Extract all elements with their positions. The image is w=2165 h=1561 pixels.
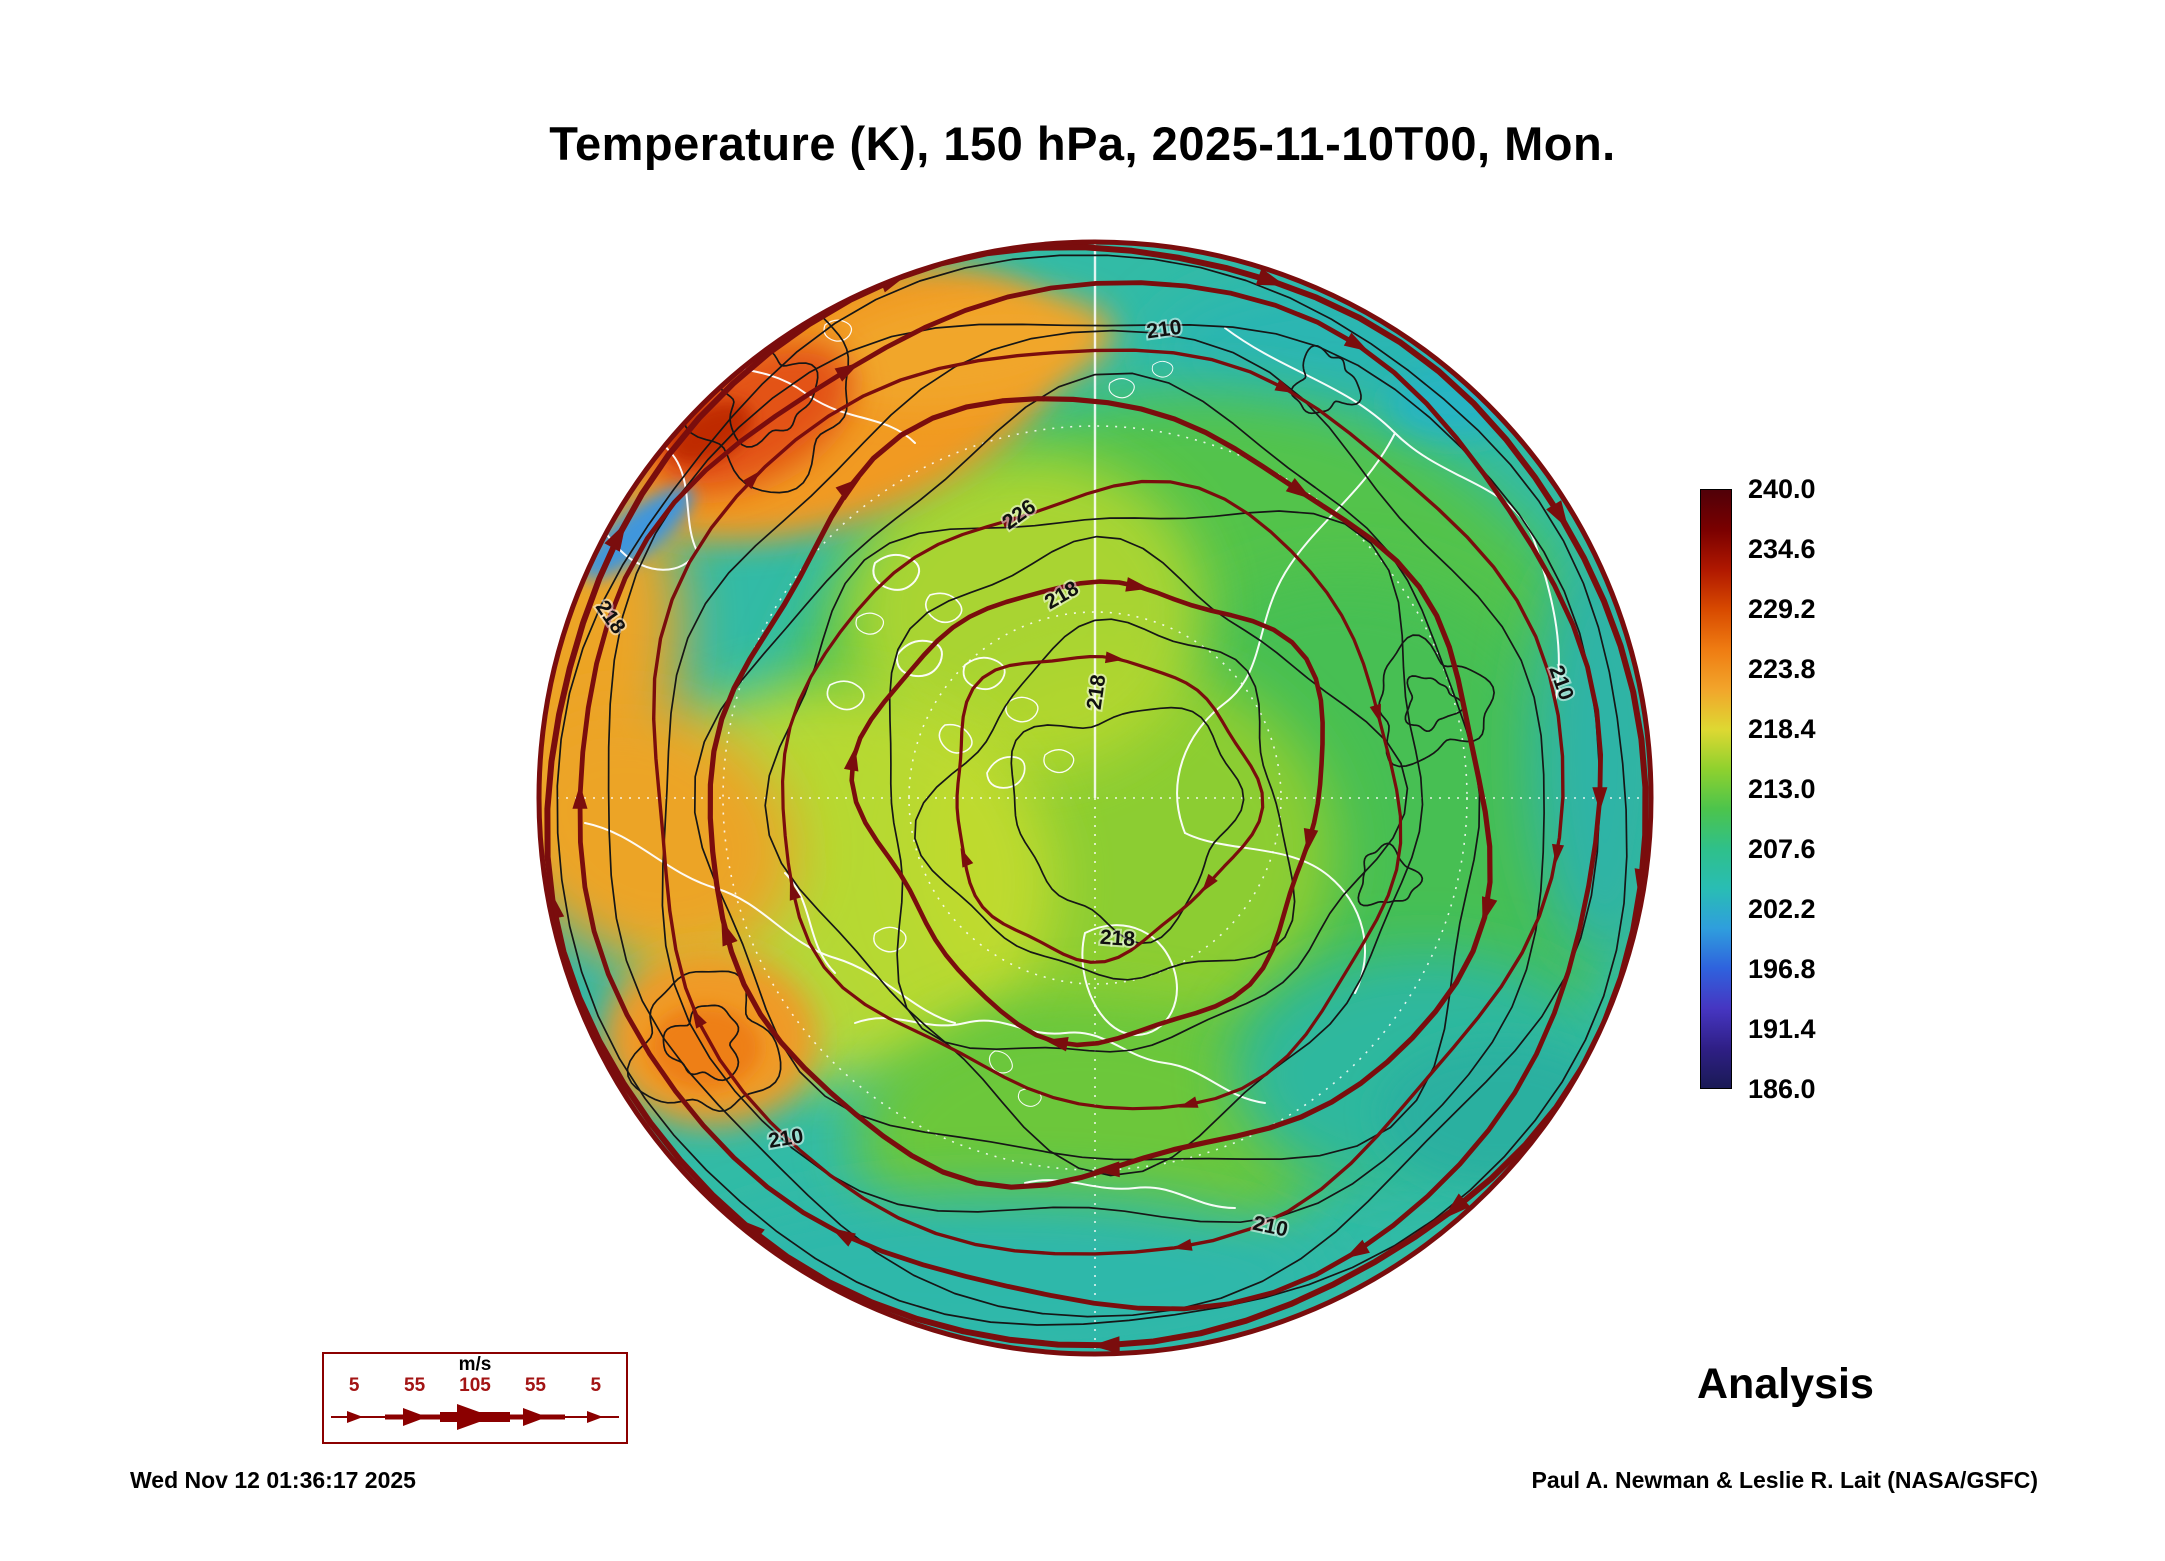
legend-unit-label: m/s xyxy=(458,1354,492,1375)
colorbar-label: 234.6 xyxy=(1748,534,1816,564)
arrow-icon xyxy=(587,1411,603,1423)
wind-speed-legend: m/s 5 55 105 55 5 xyxy=(322,1352,628,1444)
arrow-icon xyxy=(457,1404,493,1430)
legend-arrow-scale xyxy=(331,1404,619,1430)
page-title: Temperature (K), 150 hPa, 2025-11-10T00,… xyxy=(549,117,1616,170)
legend-value: 55 xyxy=(524,1375,546,1396)
wind-streamlines xyxy=(544,244,1651,1354)
legend-value: 105 xyxy=(459,1375,491,1396)
generation-timestamp: Wed Nov 12 01:36:17 2025 xyxy=(130,1467,416,1493)
colorbar-label: 202.2 xyxy=(1748,894,1816,924)
colorbar-label: 218.4 xyxy=(1748,714,1816,744)
analysis-label: Analysis xyxy=(1697,1360,1874,1408)
arrow-icon xyxy=(523,1408,547,1426)
colorbar-label: 191.4 xyxy=(1748,1014,1816,1044)
colorbar-label: 213.0 xyxy=(1748,774,1816,804)
legend-value: 5 xyxy=(348,1375,360,1396)
contour-label: 210 xyxy=(1145,316,1183,344)
arrow-icon xyxy=(403,1408,427,1426)
colorbar-label: 207.6 xyxy=(1748,834,1816,864)
colorbar-label: 240.0 xyxy=(1748,474,1816,504)
contour-label: 218 xyxy=(1083,673,1111,711)
legend-value: 55 xyxy=(404,1375,426,1396)
colorbar xyxy=(1700,489,1732,1089)
legend-values: 5 55 105 55 5 xyxy=(324,1375,626,1397)
polar-temperature-map: 210 226 218 218 218 210 210 210 218 xyxy=(525,233,1665,1363)
colorbar-label: 186.0 xyxy=(1748,1074,1816,1104)
contour-label: 218 xyxy=(1099,926,1136,951)
arrow-icon xyxy=(347,1411,363,1423)
map-canvas: 210 226 218 218 218 210 210 210 218 xyxy=(536,239,1654,1357)
colorbar-label: 229.2 xyxy=(1748,594,1816,624)
credit-line: Paul A. Newman & Leslie R. Lait (NASA/GS… xyxy=(1531,1467,2038,1493)
colorbar-label: 196.8 xyxy=(1748,954,1816,984)
legend-value: 5 xyxy=(590,1375,602,1396)
colorbar-label: 223.8 xyxy=(1748,654,1816,684)
graticule xyxy=(539,242,1651,1354)
map-boundary xyxy=(536,239,1654,1357)
